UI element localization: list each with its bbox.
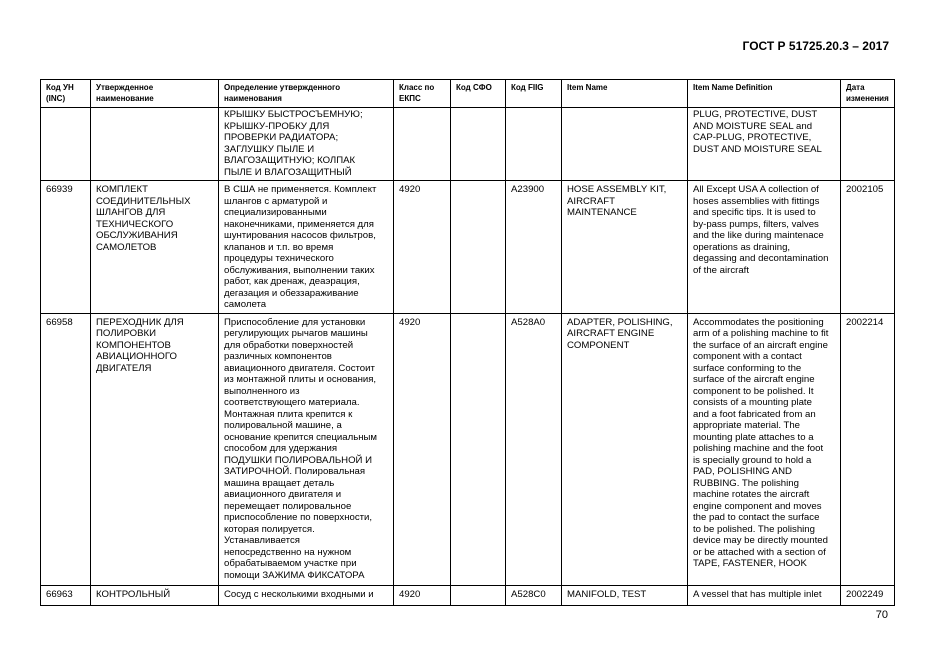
document-title: ГОСТ Р 51725.20.3 – 2017 (742, 39, 889, 53)
cell-item-definition: Accommodates the positioning arm of a po… (687, 312, 841, 586)
cell-definition: Приспособление для установки регулирующи… (218, 312, 394, 586)
cell-class (393, 107, 451, 181)
cell-inc: 66958 (40, 312, 91, 586)
column-header-definition: Определение утвержденного наименования (218, 79, 394, 108)
column-header-item-name: Item Name (561, 79, 688, 108)
cell-approved-name: КОМПЛЕКТ СОЕДИНИТЕЛЬНЫХ ШЛАНГОВ ДЛЯ ТЕХН… (90, 180, 219, 314)
cell-fiig: A23900 (505, 180, 562, 314)
column-header-class: Класс по ЕКПС (393, 79, 451, 108)
cell-date: 2002249 (840, 584, 895, 606)
cell-item-name: ADAPTER, POLISHING, AIRCRAFT ENGINE COMP… (561, 312, 688, 586)
page-number: 70 (875, 609, 888, 621)
column-header-date: Дата изменения (840, 79, 895, 108)
cell-item-name: HOSE ASSEMBLY KIT, AIRCRAFT MAINTENANCE (561, 180, 688, 314)
cell-sfo (450, 180, 506, 314)
cell-definition: Сосуд с несколькими входными и (218, 584, 394, 606)
data-table: Код УН (INC) Утвержденное наименование О… (40, 79, 895, 606)
column-header-inc: Код УН (INC) (40, 79, 91, 108)
table-row: 66939 КОМПЛЕКТ СОЕДИНИТЕЛЬНЫХ ШЛАНГОВ ДЛ… (40, 180, 895, 314)
column-header-item-definition: Item Name Definition (687, 79, 841, 108)
cell-inc: 66963 (40, 584, 91, 606)
column-header-fiig: Код FIIG (505, 79, 562, 108)
column-header-sfo: Код СФО (450, 79, 506, 108)
cell-item-definition: A vessel that has multiple inlet (687, 584, 841, 606)
cell-fiig (505, 107, 562, 181)
cell-definition: В США не применяется. Комплект шлангов с… (218, 180, 394, 314)
cell-sfo (450, 584, 506, 606)
table-row: КРЫШКУ БЫСТРОСЪЕМНУЮ; КРЫШКУ-ПРОБКУ ДЛЯ … (40, 107, 895, 181)
cell-item-definition: PLUG, PROTECTIVE, DUST AND MOISTURE SEAL… (687, 107, 841, 181)
cell-class: 4920 (393, 180, 451, 314)
cell-fiig: A528A0 (505, 312, 562, 586)
cell-sfo (450, 107, 506, 181)
column-header-approved-name: Утвержденное наименование (90, 79, 219, 108)
cell-sfo (450, 312, 506, 586)
cell-date: 2002105 (840, 180, 895, 314)
cell-date: 2002214 (840, 312, 895, 586)
cell-definition: КРЫШКУ БЫСТРОСЪЕМНУЮ; КРЫШКУ-ПРОБКУ ДЛЯ … (218, 107, 394, 181)
cell-class: 4920 (393, 584, 451, 606)
cell-inc (40, 107, 91, 181)
table-row: 66963 КОНТРОЛЬНЫЙ Сосуд с несколькими вх… (40, 584, 895, 606)
cell-item-definition: All Except USA A collection of hoses ass… (687, 180, 841, 314)
cell-class: 4920 (393, 312, 451, 586)
cell-approved-name (90, 107, 219, 181)
cell-fiig: A528C0 (505, 584, 562, 606)
cell-approved-name: КОНТРОЛЬНЫЙ (90, 584, 219, 606)
table-row: 66958 ПЕРЕХОДНИК ДЛЯ ПОЛИРОВКИ КОМПОНЕНТ… (40, 312, 895, 586)
cell-approved-name: ПЕРЕХОДНИК ДЛЯ ПОЛИРОВКИ КОМПОНЕНТОВ АВИ… (90, 312, 219, 586)
cell-item-name: MANIFOLD, TEST (561, 584, 688, 606)
cell-inc: 66939 (40, 180, 91, 314)
cell-date (840, 107, 895, 181)
cell-item-name (561, 107, 688, 181)
table-header-row: Код УН (INC) Утвержденное наименование О… (40, 79, 895, 108)
